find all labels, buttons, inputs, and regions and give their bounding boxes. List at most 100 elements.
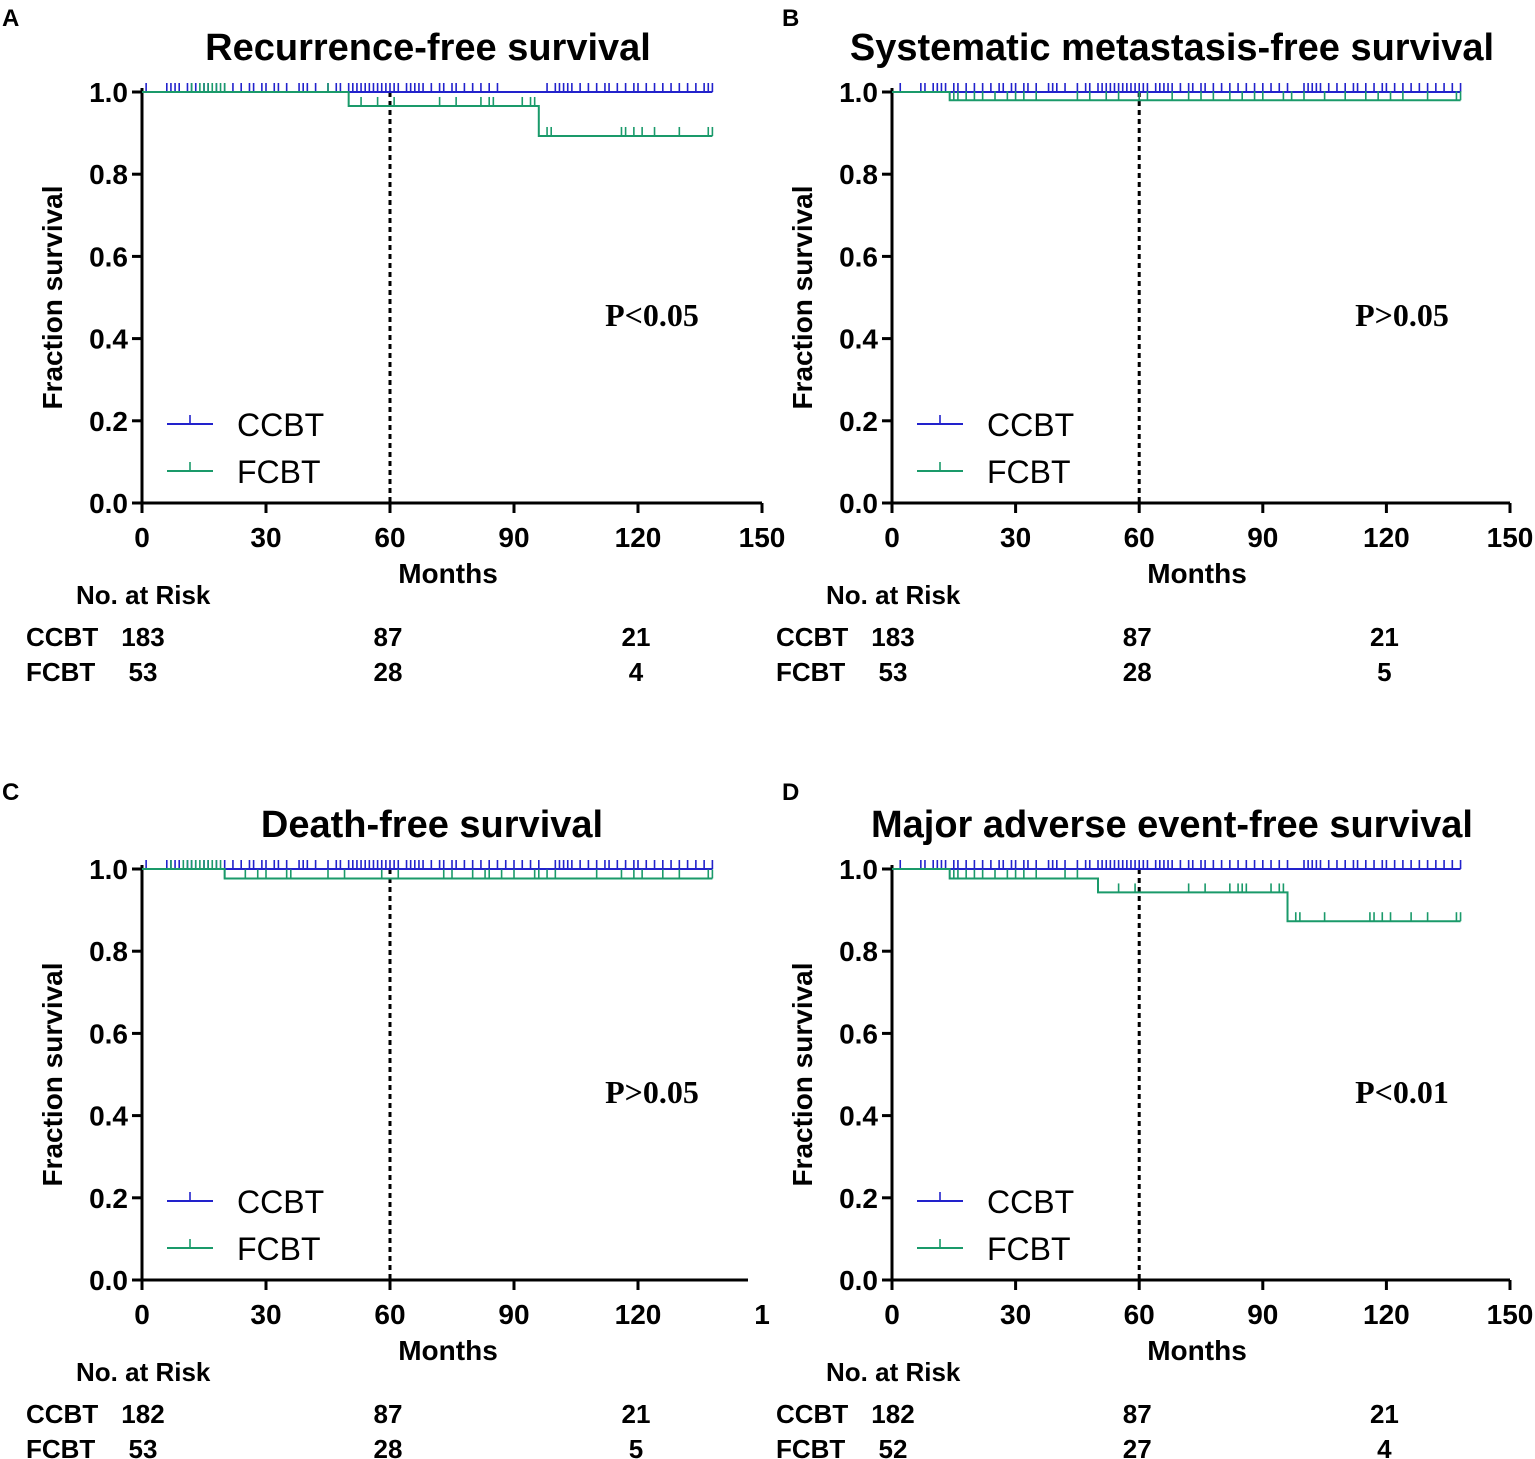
panel-d: D Major adverse event-free survival 0.0 0.2… xyxy=(776,779,1533,1459)
risk-row-label: CCBT xyxy=(26,1399,98,1429)
y-tick-label: 0.8 xyxy=(839,159,878,190)
y-tick-label: 1.0 xyxy=(839,77,878,108)
x-tick-label: 150 xyxy=(1487,522,1534,553)
chart-title: Major adverse event-free survival xyxy=(871,804,1473,846)
y-tick-label: 1.0 xyxy=(839,854,878,885)
risk-row-label: FCBT xyxy=(776,1434,845,1459)
risk-value: 21 xyxy=(622,1399,651,1429)
y-tick-label: 0.2 xyxy=(89,406,128,437)
y-axis-title: Fraction survival xyxy=(787,185,818,409)
y-axis-title: Fraction survival xyxy=(37,962,68,1186)
risk-row-label: CCBT xyxy=(26,622,98,652)
panel-letter: B xyxy=(782,5,799,32)
y-tick-label: 0.6 xyxy=(89,1018,128,1049)
y-tick-label: 0.2 xyxy=(839,406,878,437)
p-value: P>0.05 xyxy=(605,1074,699,1110)
p-value: P<0.01 xyxy=(1355,1074,1449,1110)
risk-value: 53 xyxy=(879,657,908,687)
x-tick-label: 0 xyxy=(134,1299,150,1330)
x-tick-label: 90 xyxy=(498,522,529,553)
risk-value: 87 xyxy=(374,622,403,652)
x-tick-label: 0 xyxy=(884,522,900,553)
legend-label: FCBT xyxy=(987,454,1071,490)
y-tick-label: 0.0 xyxy=(839,488,878,519)
risk-row-label: FCBT xyxy=(26,1434,95,1459)
panel-a: A Recurrence-free survival 0.0 0.2 0.4 0.6 0.8… xyxy=(2,5,785,687)
y-tick-label: 0.0 xyxy=(89,488,128,519)
risk-row-label: CCBT xyxy=(776,1399,848,1429)
x-tick-label: 60 xyxy=(374,1299,405,1330)
risk-value: 5 xyxy=(629,1434,643,1459)
y-tick-label: 0.2 xyxy=(89,1183,128,1214)
y-tick-label: 0.4 xyxy=(89,324,128,355)
risk-value: 28 xyxy=(374,1434,403,1459)
x-tick-label: 120 xyxy=(615,522,662,553)
risk-value: 27 xyxy=(1123,1434,1152,1459)
x-tick-label: 1 xyxy=(754,1299,770,1330)
risk-value: 182 xyxy=(871,1399,914,1429)
x-axis-title: Months xyxy=(1147,1335,1247,1366)
legend-label: FCBT xyxy=(987,1231,1071,1267)
x-tick-label: 30 xyxy=(250,1299,281,1330)
p-value: P<0.05 xyxy=(605,297,699,333)
risk-value: 28 xyxy=(1123,657,1152,687)
y-tick-label: 0.2 xyxy=(839,1183,878,1214)
y-tick-label: 0.6 xyxy=(89,241,128,272)
panel-letter: D xyxy=(782,779,799,806)
y-tick-label: 0.8 xyxy=(89,159,128,190)
x-tick-label: 0 xyxy=(134,522,150,553)
risk-value: 183 xyxy=(121,622,164,652)
x-tick-label: 90 xyxy=(1247,1299,1278,1330)
risk-value: 183 xyxy=(871,622,914,652)
x-axis-title: Months xyxy=(398,1335,498,1366)
y-axis-title: Fraction survival xyxy=(37,185,68,409)
x-tick-label: 150 xyxy=(1487,1299,1534,1330)
legend-label: CCBT xyxy=(987,407,1074,443)
x-axis-title: Months xyxy=(1147,558,1247,589)
x-tick-label: 60 xyxy=(374,522,405,553)
risk-value: 87 xyxy=(1123,622,1152,652)
chart-title: Death-free survival xyxy=(261,804,603,846)
panel-c: C Death-free survival 0.0 0.2 0.4 0.6 0.8 1.0 0 3… xyxy=(2,779,770,1459)
y-tick-label: 0.4 xyxy=(89,1101,128,1132)
risk-value: 21 xyxy=(622,622,651,652)
risk-value: 5 xyxy=(1377,657,1391,687)
x-tick-label: 0 xyxy=(884,1299,900,1330)
y-axis-title: Fraction survival xyxy=(787,962,818,1186)
legend-label: FCBT xyxy=(237,1231,321,1267)
x-axis-title: Months xyxy=(398,558,498,589)
x-tick-label: 150 xyxy=(739,522,786,553)
y-tick-label: 0.6 xyxy=(839,1018,878,1049)
x-tick-label: 120 xyxy=(1363,522,1410,553)
y-tick-label: 0.8 xyxy=(839,936,878,967)
risk-value: 53 xyxy=(129,657,158,687)
risk-row-label: CCBT xyxy=(776,622,848,652)
x-tick-label: 60 xyxy=(1124,522,1155,553)
panel-letter: C xyxy=(2,779,19,806)
risk-table-header: No. at Risk xyxy=(76,1357,211,1387)
risk-value: 4 xyxy=(629,657,644,687)
chart-title: Recurrence-free survival xyxy=(205,27,651,69)
y-tick-label: 0.6 xyxy=(839,241,878,272)
panel-letter: A xyxy=(2,5,19,32)
series-line-fcbt xyxy=(142,91,713,137)
risk-value: 28 xyxy=(374,657,403,687)
series-line-fcbt xyxy=(892,868,1461,923)
chart-title: Systematic metastasis-free survival xyxy=(850,27,1494,69)
risk-value: 52 xyxy=(879,1434,908,1459)
x-tick-label: 90 xyxy=(498,1299,529,1330)
risk-row-label: FCBT xyxy=(26,657,95,687)
series-line-fcbt xyxy=(892,91,1461,102)
risk-value: 53 xyxy=(129,1434,158,1459)
risk-value: 87 xyxy=(1123,1399,1152,1429)
risk-value: 87 xyxy=(374,1399,403,1429)
risk-value: 21 xyxy=(1370,622,1399,652)
legend-label: FCBT xyxy=(237,454,321,490)
x-tick-label: 120 xyxy=(1363,1299,1410,1330)
y-tick-label: 1.0 xyxy=(89,854,128,885)
risk-row-label: FCBT xyxy=(776,657,845,687)
x-tick-label: 30 xyxy=(250,522,281,553)
y-tick-label: 0.4 xyxy=(839,324,878,355)
